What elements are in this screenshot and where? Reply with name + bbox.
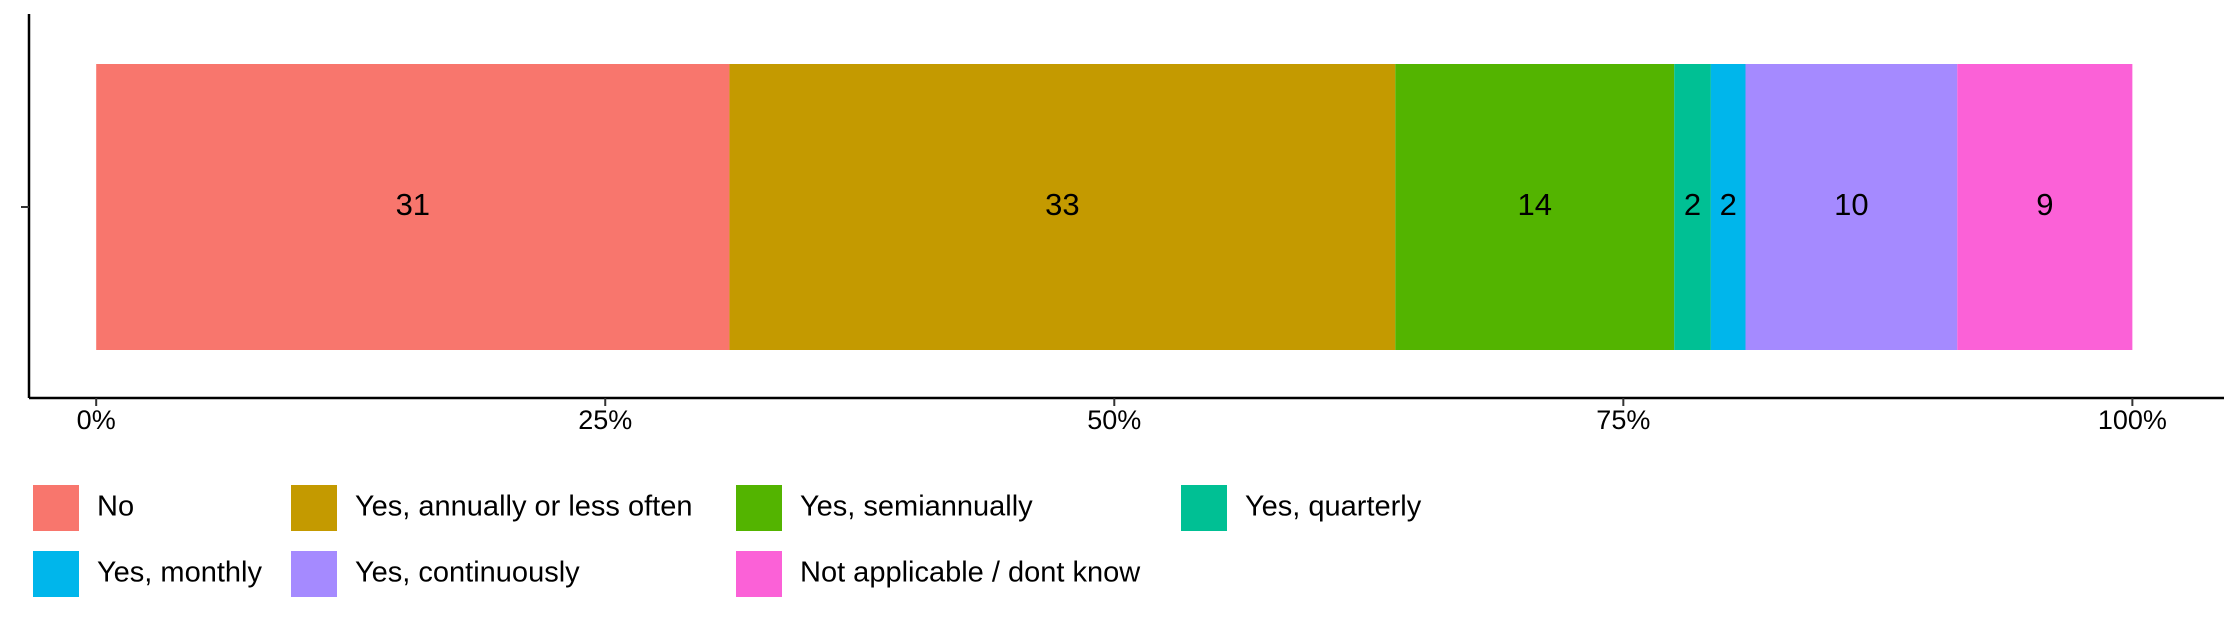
data-label: 33 xyxy=(1045,187,1079,222)
legend-label: Yes, quarterly xyxy=(1245,491,1422,523)
legend-key xyxy=(1181,485,1227,531)
data-label: 31 xyxy=(396,187,430,222)
bar-segment xyxy=(1957,64,2133,350)
data-label: 14 xyxy=(1518,187,1552,222)
x-tick-label: 50% xyxy=(1087,405,1141,435)
bar-segment xyxy=(1674,64,1711,350)
legend-key xyxy=(736,551,782,597)
legend-label: Yes, semiannually xyxy=(800,491,1033,523)
legend-label: Yes, monthly xyxy=(97,557,262,589)
data-label: 2 xyxy=(1720,187,1737,222)
data-label: 9 xyxy=(2036,187,2053,222)
legend-key xyxy=(291,551,337,597)
legend-key xyxy=(33,551,79,597)
x-tick-label: 25% xyxy=(578,405,632,435)
x-tick-label: 100% xyxy=(2098,405,2167,435)
legend-label: No xyxy=(97,491,134,523)
legend-label: Yes, continuously xyxy=(355,557,580,589)
legend-label: Not applicable / dont know xyxy=(800,557,1141,589)
legend-key xyxy=(291,485,337,531)
x-tick-label: 75% xyxy=(1596,405,1650,435)
legend-label: Yes, annually or less often xyxy=(355,491,692,523)
bar-segment xyxy=(1745,64,1958,350)
legend-key xyxy=(736,485,782,531)
bar-segment xyxy=(96,64,730,350)
data-label: 2 xyxy=(1684,187,1701,222)
x-tick-label: 0% xyxy=(77,405,116,435)
bar-segment xyxy=(729,64,1396,350)
data-label: 10 xyxy=(1834,187,1868,222)
legend-key xyxy=(33,485,79,531)
bar-segment xyxy=(1710,64,1746,350)
bar-segment xyxy=(1395,64,1675,350)
